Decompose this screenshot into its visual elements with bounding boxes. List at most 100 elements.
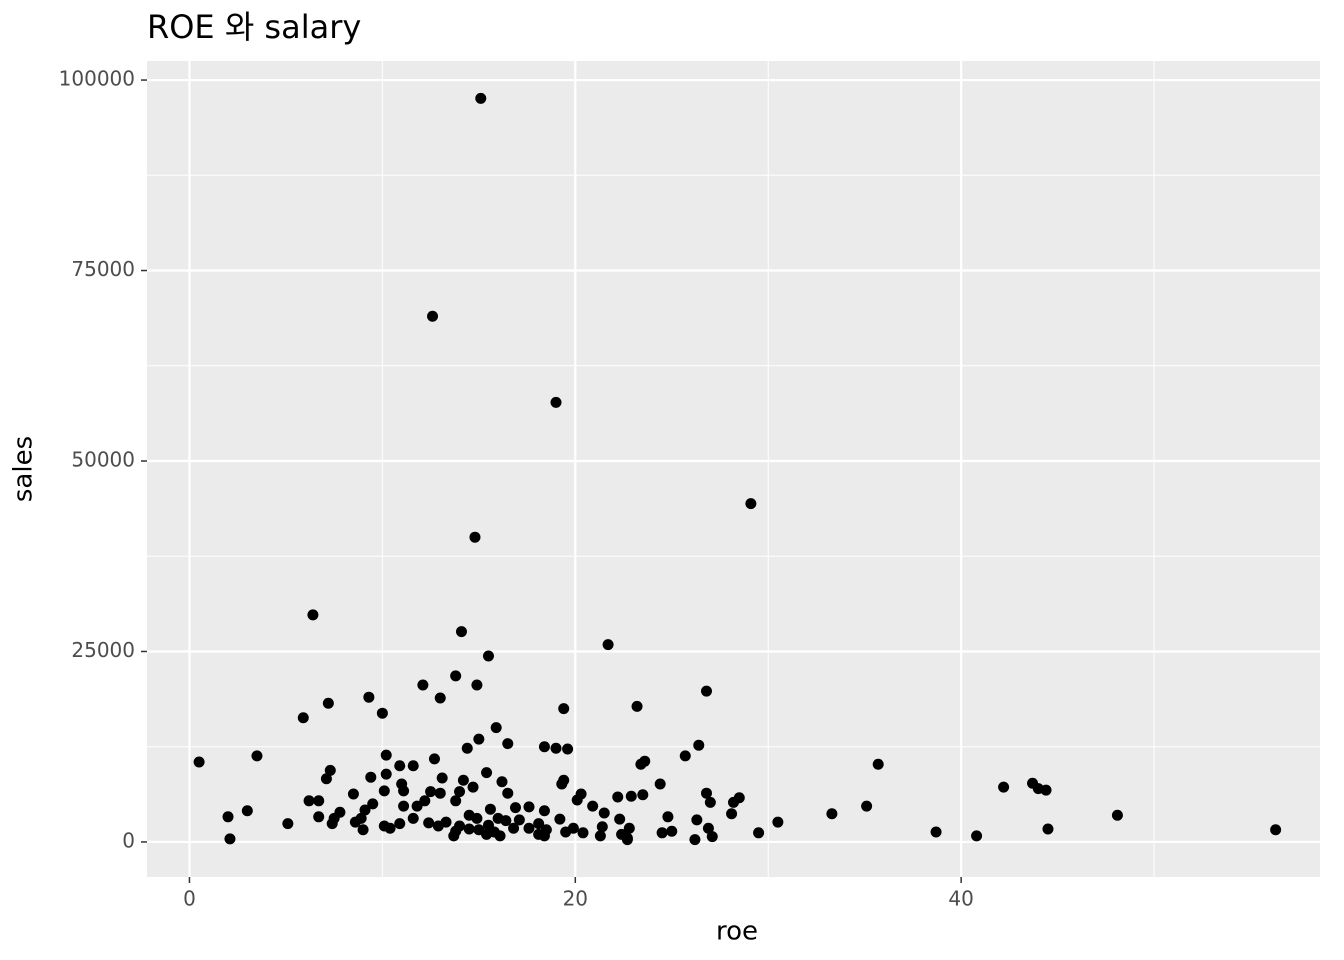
point [436,772,448,784]
point [363,691,375,703]
point [398,800,410,812]
point [380,749,392,761]
point [596,821,608,833]
point [482,650,494,662]
point [538,830,550,842]
point [307,609,319,621]
point [251,750,263,762]
point [571,794,583,806]
point [450,670,462,682]
point [654,778,666,790]
point [475,92,487,104]
point [513,814,525,826]
point [454,786,466,798]
point [704,796,716,808]
y-tick-label: 25000 [71,638,135,662]
point [224,833,236,845]
point [349,816,361,828]
point [407,760,419,772]
point [631,700,643,712]
point [434,692,446,704]
point [297,712,309,724]
point [689,834,701,846]
point [384,822,396,834]
point [554,813,566,825]
point [467,781,479,793]
point [872,758,884,770]
point [679,750,691,762]
point [241,805,253,817]
x-tick-label: 40 [948,887,973,911]
point [419,795,431,807]
point [587,800,599,812]
point [971,830,983,842]
point [324,764,336,776]
point [502,738,514,750]
point [602,639,614,651]
point [1111,809,1123,821]
point [425,786,437,798]
panel [147,61,1320,877]
point [398,785,410,797]
point [635,758,647,770]
x-axis-title: roe [716,917,758,947]
point [450,795,462,807]
point [380,768,392,780]
point [550,396,562,408]
point [753,827,765,839]
point [509,802,521,814]
point [560,826,572,838]
point [621,834,633,846]
point [378,785,390,797]
point [745,498,757,510]
point [394,818,406,830]
point [490,722,502,734]
point [473,733,485,745]
point [700,685,712,697]
point [1270,824,1282,836]
point [411,800,423,812]
point [417,679,429,691]
point [523,822,535,834]
point [562,743,574,755]
point [282,818,294,830]
point [496,776,508,788]
point [320,773,332,785]
point [702,822,714,834]
point [502,787,514,799]
point [662,811,674,823]
point [434,787,446,799]
point [432,820,444,832]
point [303,795,315,807]
point [930,826,942,838]
point [577,827,589,839]
point [508,822,520,834]
point [469,531,481,543]
point [998,781,1010,793]
point [728,796,739,808]
point [427,310,439,322]
point [826,808,838,820]
point [484,803,496,815]
point [457,774,469,786]
point [538,741,550,753]
point [656,827,668,839]
point [625,790,637,802]
x-tick-label: 20 [563,887,588,911]
grid [147,61,1320,877]
point [407,812,419,824]
point [614,813,626,825]
point [471,679,483,691]
chart-title: ROE 와 salary [147,8,361,46]
point [481,767,493,779]
point [594,830,606,842]
point [428,753,440,765]
point [523,801,535,813]
point [471,812,483,824]
point [772,816,784,828]
point [448,830,460,842]
y-tick-label: 0 [122,828,135,852]
y-tick-label: 50000 [71,448,135,472]
point [326,818,338,830]
